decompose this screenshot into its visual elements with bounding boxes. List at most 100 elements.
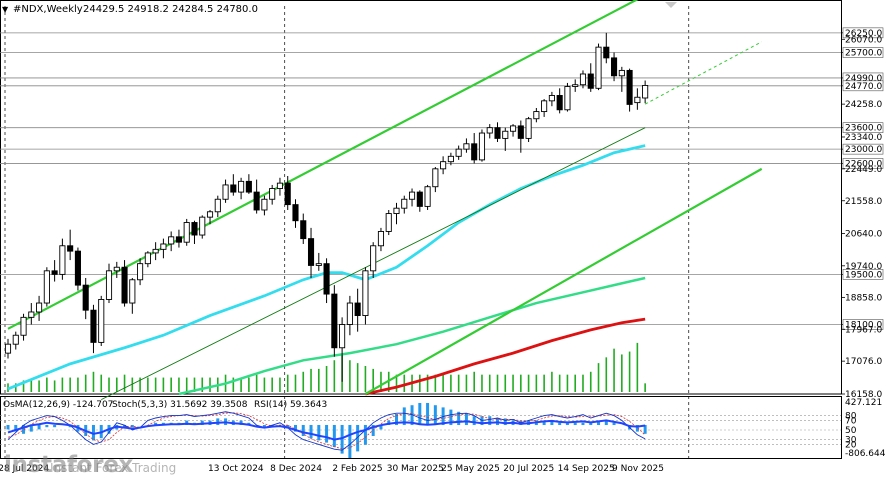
level-price-box	[842, 27, 884, 39]
candle	[471, 133, 478, 164]
level-price-box	[842, 269, 884, 280]
rsi-line	[7, 419, 646, 441]
time-tick-label: 13 Oct 2024	[208, 464, 264, 474]
candle	[587, 63, 594, 92]
stoch-main-line	[7, 411, 646, 451]
time-tick-label: 20 Jul 2025	[503, 464, 554, 474]
candle-body-up	[533, 111, 540, 120]
candle-body-up	[579, 73, 587, 86]
candle-body-up	[401, 198, 408, 209]
candle	[67, 229, 74, 261]
candle-body-up	[222, 184, 229, 200]
candle-body-up	[440, 161, 447, 170]
candle	[517, 120, 524, 153]
price-tick-label: 22449.0	[845, 165, 882, 175]
candle	[307, 227, 315, 278]
price-tick-label: 17076.0	[845, 357, 882, 367]
candle-body-down	[354, 302, 361, 317]
candle-body-up	[510, 125, 517, 132]
ohlc-values: 24429.5 24918.2 24284.5 24780.0	[83, 4, 258, 15]
candle-body-up	[424, 186, 431, 207]
candle	[113, 261, 120, 278]
candle-body-up	[618, 69, 625, 77]
candle-body-up	[129, 279, 136, 304]
candle	[408, 188, 416, 207]
candle	[463, 138, 470, 153]
candle	[595, 43, 602, 91]
candle-body-up	[105, 270, 113, 300]
candle	[152, 242, 159, 261]
candle-body-down	[175, 236, 182, 243]
candle-body-up	[502, 130, 509, 139]
candle	[494, 122, 501, 142]
candle	[144, 251, 151, 268]
candle	[175, 229, 182, 248]
candle-body-down	[587, 73, 594, 89]
price-tick-label: 26070.0	[845, 35, 882, 45]
time-tick-label: 2 Feb 2025	[332, 464, 382, 474]
price-tick-label: 23000.0	[845, 145, 882, 155]
level-price-box	[842, 47, 884, 58]
price-tick-label: 23340.0	[845, 133, 882, 143]
candle	[222, 179, 229, 203]
candle	[634, 88, 641, 110]
candle-body-down	[471, 143, 478, 161]
candle-body-down	[603, 46, 610, 59]
candle	[276, 177, 284, 196]
candle	[300, 213, 307, 244]
price-tick-label: 17967.0	[845, 325, 882, 335]
level-price-box	[842, 143, 884, 155]
candle-body-up	[370, 245, 377, 272]
candle	[51, 260, 58, 282]
candle-body-up	[478, 132, 486, 161]
candle	[455, 145, 462, 160]
candle	[393, 202, 400, 225]
candle-body-down	[292, 204, 299, 222]
candle-body-down	[556, 95, 563, 111]
candle	[401, 195, 408, 214]
candle	[424, 184, 431, 210]
candle	[564, 82, 571, 112]
level-price-box	[842, 158, 884, 169]
candle	[105, 263, 113, 304]
projection-trend-line	[644, 41, 762, 105]
candle-body-down	[67, 245, 74, 252]
indicator-tick-label: 20	[845, 440, 857, 450]
candle	[82, 277, 89, 320]
indicator-tick-label: 30	[845, 436, 857, 446]
time-tick-label: 9 Nov 2025	[612, 464, 664, 474]
candle	[12, 331, 19, 350]
price-tick-label: 16158.0	[845, 390, 882, 400]
candle-body-up	[525, 118, 532, 139]
candle	[43, 267, 50, 307]
candle	[440, 156, 447, 175]
candle	[284, 175, 291, 210]
price-tick-label: 23600.0	[845, 124, 882, 134]
scroll-marker-icon[interactable]	[665, 2, 677, 8]
rsi-label: RSI(14) 59.3643	[254, 400, 327, 410]
candle	[36, 295, 43, 321]
price-tick-label: 19740.0	[845, 262, 882, 272]
candle-body-up	[269, 188, 276, 200]
candle	[642, 80, 649, 104]
candle-body-up	[98, 299, 105, 343]
channel-lower-line	[364, 167, 763, 395]
symbol-label: #NDX,Weekly	[13, 4, 83, 15]
candle	[4, 338, 12, 359]
price-tick-label: 19500.0	[845, 270, 882, 280]
candle-body-down	[284, 182, 291, 206]
candle	[548, 91, 555, 107]
candle-body-up	[160, 243, 167, 250]
candle	[377, 227, 385, 252]
candle-body-up	[541, 100, 548, 113]
horizontal-levels	[0, 32, 841, 325]
candle	[74, 247, 81, 291]
candle-body-down	[323, 263, 330, 295]
ma-red-line	[365, 317, 646, 396]
price-tick-label: 24770.0	[845, 82, 882, 92]
candle-body-down	[416, 191, 423, 207]
candle-body-down	[307, 238, 315, 266]
candle-body-up	[432, 168, 439, 188]
